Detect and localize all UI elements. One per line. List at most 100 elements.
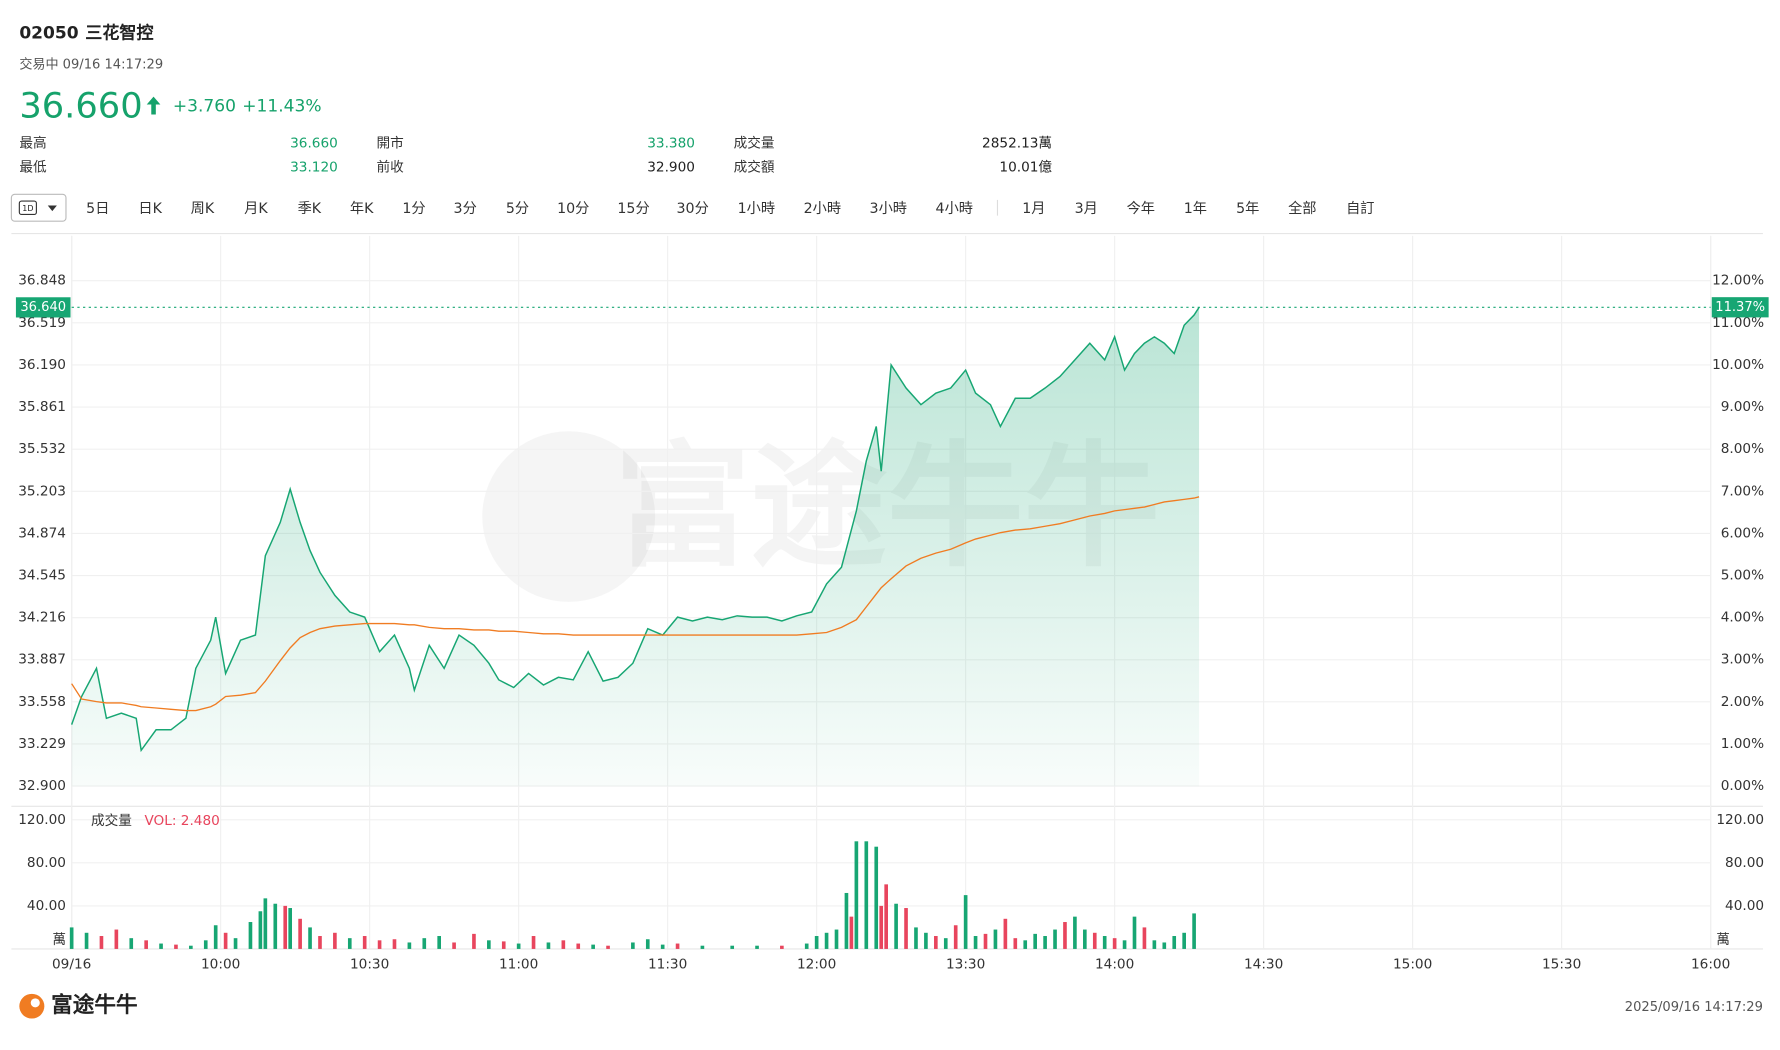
tab[interactable]: 周K — [191, 201, 215, 217]
y2-tick-label: 7.00% — [1721, 483, 1764, 499]
volume-bar — [924, 932, 928, 949]
volume-bar — [318, 936, 322, 949]
volume-label: 成交量 — [91, 812, 132, 829]
volume-bar — [914, 927, 918, 949]
tab[interactable]: 年K — [350, 201, 374, 217]
volume-bar — [983, 933, 988, 949]
x-tick-label: 09/16 — [52, 957, 91, 973]
tab[interactable]: 自訂 — [1346, 201, 1374, 217]
last-pct-label: 11.37% — [1715, 300, 1765, 315]
volume-bar — [904, 908, 908, 949]
tab[interactable]: 5日 — [86, 201, 109, 217]
tab[interactable]: 2小時 — [804, 201, 841, 217]
volume-bar — [203, 940, 208, 949]
tab[interactable]: 全部 — [1288, 200, 1316, 217]
tab[interactable]: 30分 — [677, 201, 709, 217]
y-tick-label: 36.519 — [18, 315, 66, 331]
y2-tick-label: 9.00% — [1721, 399, 1764, 415]
volume-bar — [993, 929, 998, 949]
volume-bar — [487, 940, 491, 949]
price-change: +3.760 — [173, 96, 236, 116]
tab[interactable]: 4小時 — [936, 201, 973, 217]
tab[interactable]: 今年 — [1127, 201, 1155, 217]
volume-bar — [864, 841, 869, 949]
volume-bar — [814, 936, 819, 949]
watermark-logo — [482, 431, 656, 602]
y-tick-label: 35.532 — [18, 441, 66, 457]
volume-tick-label: 40.00 — [1725, 898, 1764, 914]
volume-bar — [377, 940, 382, 949]
stat-label: 成交額 — [734, 158, 775, 175]
volume-bar — [407, 942, 412, 949]
volume-bar — [258, 911, 263, 949]
volume-tick-label: 40.00 — [27, 898, 66, 914]
volume-tick-label: 80.00 — [27, 855, 66, 871]
volume-bar — [159, 943, 163, 949]
y-tick-label: 34.545 — [18, 568, 66, 584]
x-tick-label: 11:30 — [648, 957, 687, 973]
tab[interactable]: 1月 — [1022, 201, 1045, 217]
tab[interactable]: 日K — [138, 201, 162, 217]
volume-bar — [333, 932, 337, 949]
tab[interactable]: 5年 — [1236, 201, 1259, 217]
volume-bar — [834, 929, 839, 949]
tab[interactable]: 1小時 — [738, 201, 775, 217]
x-tick-label: 16:00 — [1691, 957, 1730, 973]
y-tick-label: 33.229 — [18, 736, 66, 752]
average-line — [71, 496, 1200, 712]
y-tick-label: 34.216 — [18, 610, 66, 626]
tab[interactable]: 月K — [244, 201, 268, 217]
volume-bar — [700, 945, 705, 949]
volume-bar — [546, 942, 551, 949]
volume-bar — [1013, 938, 1018, 949]
tab[interactable]: 5分 — [506, 201, 529, 217]
volume-bar — [576, 943, 581, 949]
tab[interactable]: 季K — [298, 201, 322, 217]
tab[interactable]: 1分 — [402, 201, 425, 217]
volume-bar — [1152, 940, 1157, 949]
range-selector[interactable]: 1D — [22, 204, 33, 213]
volume-bar — [233, 938, 238, 949]
stat-label: 最低 — [19, 159, 47, 175]
volume-bar — [1172, 936, 1177, 949]
volume-bar — [129, 938, 134, 949]
volume-bar — [1192, 913, 1196, 949]
up-arrow — [146, 96, 161, 115]
stat-label: 成交量 — [734, 135, 775, 152]
y2-tick-label: 8.00% — [1721, 441, 1764, 457]
stat-value: 33.380 — [647, 136, 695, 152]
volume-bar — [854, 841, 859, 949]
volume-bar — [824, 932, 829, 949]
volume-bar — [874, 846, 879, 949]
volume-bar — [849, 916, 854, 949]
y-tick-label: 36.190 — [18, 357, 66, 373]
volume-bar — [99, 936, 104, 949]
tab[interactable]: 3分 — [454, 201, 477, 217]
volume-bar — [298, 918, 302, 949]
dropdown-caret — [47, 205, 57, 212]
trade-status: 交易中 09/16 14:17:29 — [19, 57, 163, 73]
volume-bar — [963, 895, 968, 949]
volume-bar — [1073, 916, 1077, 949]
tab[interactable]: 3月 — [1075, 201, 1098, 217]
x-tick-label: 13:30 — [946, 957, 985, 973]
volume-bar — [1162, 942, 1167, 949]
volume-bar — [943, 938, 948, 949]
tab[interactable]: 1年 — [1184, 201, 1207, 217]
volume-bar — [879, 905, 884, 949]
stat-value: 33.120 — [290, 159, 338, 175]
volume-bar — [347, 938, 352, 949]
volume-bar — [1132, 916, 1137, 949]
volume-bar — [213, 925, 218, 949]
tab[interactable]: 10分 — [557, 201, 589, 217]
y2-tick-label: 6.00% — [1721, 525, 1764, 541]
stat-value: 2852.13萬 — [982, 136, 1052, 152]
tab[interactable]: 15分 — [617, 201, 649, 217]
x-tick-label: 12:00 — [797, 957, 836, 973]
volume-bar — [606, 945, 610, 949]
y2-tick-label: 1.00% — [1721, 736, 1764, 752]
volume-bar — [422, 938, 427, 949]
tab[interactable]: 3小時 — [870, 201, 907, 217]
volume-bar — [631, 942, 635, 949]
